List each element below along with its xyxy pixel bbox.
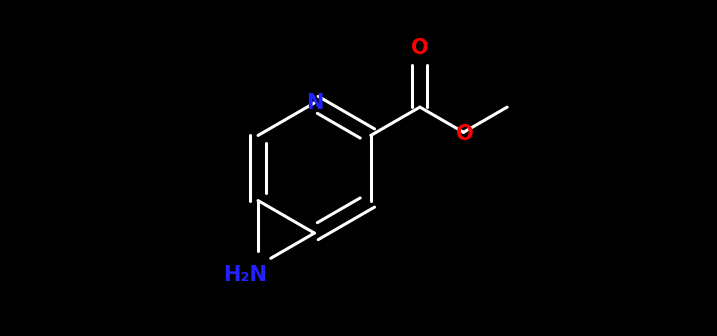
Text: O: O bbox=[456, 124, 474, 144]
Text: H₂N: H₂N bbox=[223, 265, 267, 285]
Text: O: O bbox=[411, 38, 429, 57]
Text: N: N bbox=[305, 93, 323, 113]
